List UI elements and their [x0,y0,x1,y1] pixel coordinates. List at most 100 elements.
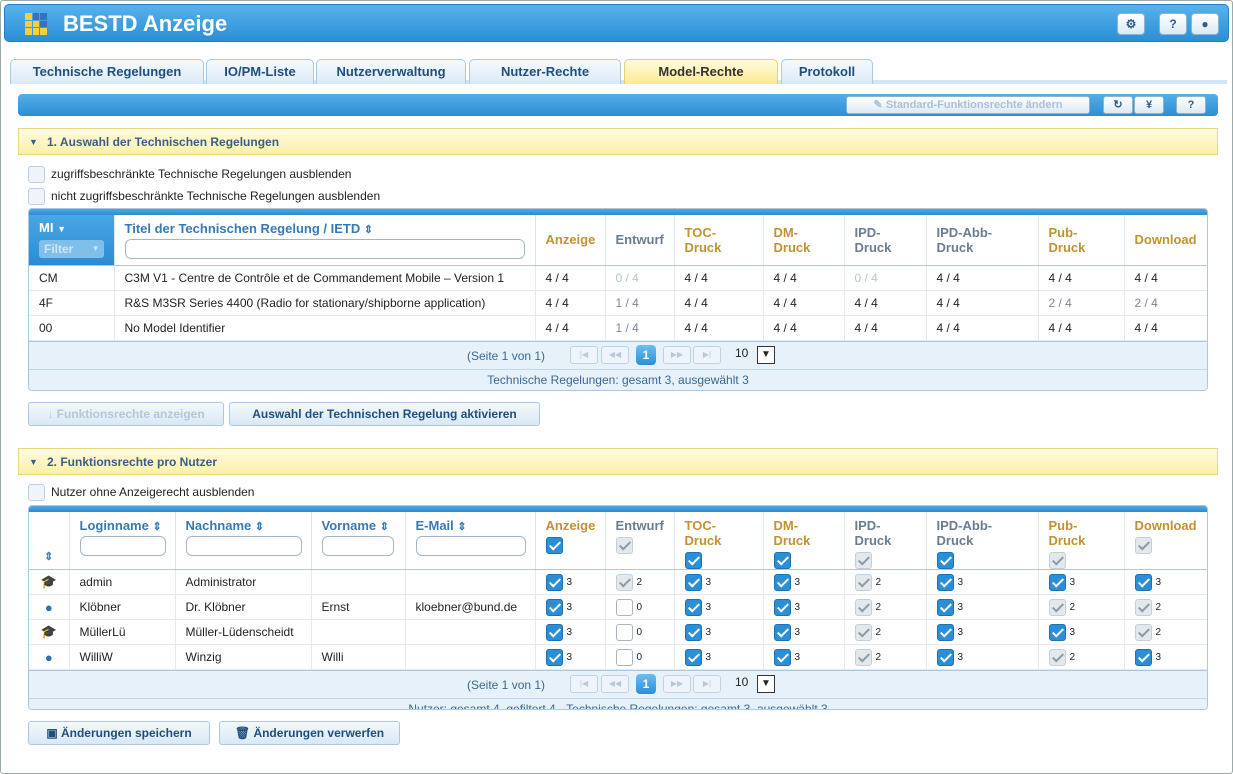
pub-checkbox[interactable] [1048,598,1066,616]
entwurf-checkbox[interactable] [615,648,633,666]
row-sort-header[interactable]: ⇕ [29,512,70,570]
titel-header[interactable]: Titel der Technischen Regelung / IETD ⇕ [114,215,536,266]
ipdabb-checkbox[interactable] [936,573,954,591]
dm-checkbox[interactable] [773,648,791,666]
standard-rights-button[interactable]: ✎ Standard-Funktionsrechte ändern [846,96,1090,114]
ipdabb-checkbox[interactable] [936,648,954,666]
tab-technische-regelungen[interactable]: Technische Regelungen [10,59,204,84]
next-page-button[interactable]: ▶▶ [663,345,691,364]
vorname-filter-input[interactable] [321,536,394,556]
ipd-select-all-checkbox[interactable] [854,552,872,569]
prev-page-button[interactable]: ◀◀ [601,675,629,693]
dm-checkbox[interactable] [773,573,791,591]
entwurf-cell: 2 [605,569,675,595]
anzeige-checkbox[interactable] [545,648,563,666]
download-checkbox[interactable] [1134,648,1152,666]
section-technische-regelungen[interactable]: ▼ 1. Auswahl der Technischen Regelungen [18,128,1218,155]
activate-selection-button[interactable]: Auswahl der Technischen Regelung aktivie… [229,402,540,426]
toolbar-help-button[interactable]: ? [1176,96,1206,114]
download-checkbox[interactable] [1134,623,1152,641]
section-funktionsrechte[interactable]: ▼ 2. Funktionsrechte pro Nutzer [18,448,1218,475]
anzeige-checkbox[interactable] [545,573,563,591]
mi-filter-dropdown[interactable]: Filter ▼ [39,240,104,258]
dm-checkbox[interactable] [773,598,791,616]
tab-io-pm-liste[interactable]: IO/PM-Liste [206,59,314,84]
dm-checkbox[interactable] [773,623,791,641]
toc-select-all-checkbox[interactable] [684,552,702,569]
anzeige-select-all-checkbox[interactable] [545,537,563,554]
tab-nutzerverwaltung[interactable]: Nutzerverwaltung [316,59,466,84]
first-page-button[interactable]: |◀ [570,345,598,364]
user-button[interactable]: ● [1191,13,1219,35]
hide-unrestricted-checkbox[interactable]: nicht zugriffsbeschränkte Technische Reg… [28,187,380,206]
page-size-select[interactable]: 10 ▼ [735,345,775,364]
toc-checkbox[interactable] [684,573,702,591]
titel-filter-input[interactable] [124,239,525,259]
entwurf-checkbox[interactable] [615,623,633,641]
current-page-button[interactable]: 1 [636,344,656,365]
current-page-button[interactable]: 1 [636,674,656,694]
download-checkbox[interactable] [1134,573,1152,591]
help-button[interactable]: ? [1159,13,1187,35]
entwurf-select-all-checkbox[interactable] [615,537,633,554]
toc-checkbox[interactable] [684,598,702,616]
login-header[interactable]: Loginname ⇕ [69,512,176,570]
first-page-button[interactable]: |◀ [570,675,598,693]
anzeige-checkbox[interactable] [545,623,563,641]
table-row[interactable]: 🎓 admin Administrator 3 2 3 3 2 3 3 3 [29,569,1207,595]
discard-changes-button[interactable]: 🗑 Änderungen verwerfen [219,721,400,745]
table-row[interactable]: 4F R&S M3SR Series 4400 (Radio for statio… [29,290,1207,316]
show-rights-button[interactable]: ↓ Funktionsrechte anzeigen [28,402,224,426]
toc-cell: 3 [674,594,764,620]
login-filter-input[interactable] [79,536,166,556]
ipd-checkbox[interactable] [854,598,872,616]
save-changes-button[interactable]: ▣ Änderungen speichern [28,721,210,745]
checkbox-box[interactable] [28,188,45,206]
last-page-button[interactable]: ▶| [693,675,721,693]
dm-header: DM-Druck [763,512,845,570]
ipd-checkbox[interactable] [854,573,872,591]
tab-model-rechte[interactable]: Model-Rechte [624,59,778,84]
entwurf-checkbox[interactable] [615,598,633,616]
prev-page-button[interactable]: ◀◀ [601,345,629,364]
download-select-all-checkbox[interactable] [1134,537,1152,554]
tab-protokoll[interactable]: Protokoll [781,59,873,84]
table-row[interactable]: 🎓 MüllerLü Müller-Lüdenscheidt 3 0 3 3 2 3 3 2 [29,619,1207,645]
anzeige-checkbox[interactable] [545,598,563,616]
table-row[interactable]: CM C3M V1 - Centre de Contrôle et de Comm… [29,265,1207,291]
pub-checkbox[interactable] [1048,623,1066,641]
vorname-header[interactable]: Vorname ⇕ [311,512,406,570]
pub-checkbox[interactable] [1048,648,1066,666]
currency-button[interactable]: ¥ [1134,96,1164,114]
last-page-button[interactable]: ▶| [693,345,721,364]
nachname-filter-input[interactable] [185,536,302,556]
email-header[interactable]: E-Mail ⇕ [405,512,536,570]
ipd-checkbox[interactable] [854,623,872,641]
next-page-button[interactable]: ▶▶ [663,675,691,693]
refresh-button[interactable]: ↻ [1103,96,1133,114]
hide-users-without-view-checkbox[interactable]: Nutzer ohne Anzeigerecht ausblenden [28,483,254,502]
nachname-header[interactable]: Nachname ⇕ [175,512,312,570]
mi-header[interactable]: MI ▼ Filter ▼ [29,215,115,266]
tab-nutzer-rechte[interactable]: Nutzer-Rechte [469,59,621,84]
table-row[interactable]: ● Klöbner Dr. Klöbner Ernst kloebner@bund.de… [29,594,1207,620]
ipdabb-checkbox[interactable] [936,623,954,641]
ipdabb-checkbox[interactable] [936,598,954,616]
page-size-select[interactable]: 10 ▼ [735,675,775,693]
email-filter-input[interactable] [415,536,526,556]
ipd-checkbox[interactable] [854,648,872,666]
dm-select-all-checkbox[interactable] [773,552,791,569]
toc-checkbox[interactable] [684,648,702,666]
toc-checkbox[interactable] [684,623,702,641]
checkbox-box[interactable] [28,484,45,502]
hide-restricted-checkbox[interactable]: zugriffsbeschränkte Technische Regelunge… [28,165,351,184]
pub-select-all-checkbox[interactable] [1048,552,1066,569]
table-row[interactable]: ● WilliW Winzig Willi 3 0 3 3 2 3 2 3 [29,644,1207,670]
checkbox-box[interactable] [28,166,45,184]
pub-checkbox[interactable] [1048,573,1066,591]
settings-button[interactable]: ⚙ [1117,13,1145,35]
entwurf-checkbox[interactable] [615,573,633,591]
ipdabb-select-all-checkbox[interactable] [936,552,954,569]
download-checkbox[interactable] [1134,598,1152,616]
